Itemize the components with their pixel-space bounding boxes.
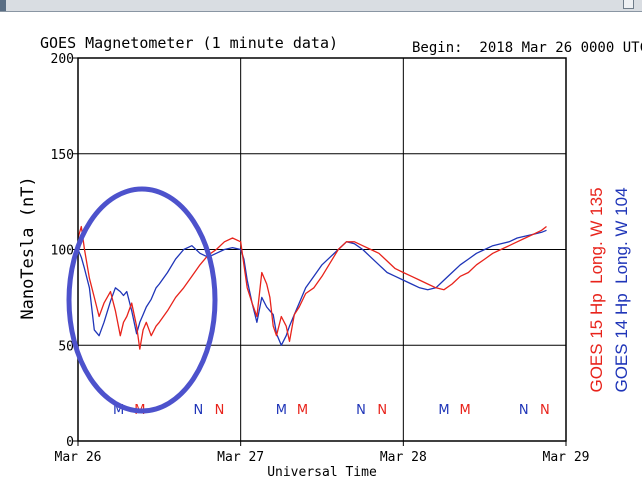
legend-goes14: GOES 14 Hp Long. W 104 [612,187,631,392]
x-tick-label: Mar 27 [217,450,264,465]
event-marker-n: N [215,403,225,418]
y-axis-label: NanoTesla (nT) [18,176,38,319]
y-tick-label: 150 [51,148,74,163]
y-tick-label: 100 [51,244,74,259]
event-marker-m: M [438,403,449,418]
chart-title: GOES Magnetometer (1 minute data) [40,34,338,52]
y-tick-label: 50 [58,339,74,354]
series-line-goes-15-hp [77,225,547,350]
event-marker-m: M [276,403,287,418]
event-marker-n: N [540,403,550,418]
x-tick-label: Mar 29 [543,450,590,465]
grid [78,58,566,441]
event-marker-n: N [519,403,529,418]
window-control-button[interactable] [623,0,634,9]
y-tick-label: 0 [66,435,74,450]
series-line-goes-14-hp [77,229,547,346]
legend-goes15: GOES 15 Hp Long. W 135 [587,187,606,392]
x-tick-label: Mar 28 [380,450,427,465]
x-axis-label: Universal Time [267,465,377,480]
x-tick-label: Mar 26 [55,450,102,465]
highlight-ellipse [66,186,218,414]
event-marker-n: N [377,403,387,418]
x-tick-labels: Mar 26 Mar 27 Mar 28 Mar 29 [55,441,590,465]
event-marker-m: M [297,403,308,418]
event-marker-n: N [194,403,204,418]
event-marker-m: M [460,403,471,418]
window-title-bar [0,0,642,12]
series-layer [77,225,547,350]
begin-label: Begin: 2018 Mar 26 0000 UTC [412,40,642,56]
window-icon [0,0,6,11]
event-marker-n: N [356,403,366,418]
y-tick-label: 200 [51,52,74,67]
event-marker-m: M [113,403,124,418]
